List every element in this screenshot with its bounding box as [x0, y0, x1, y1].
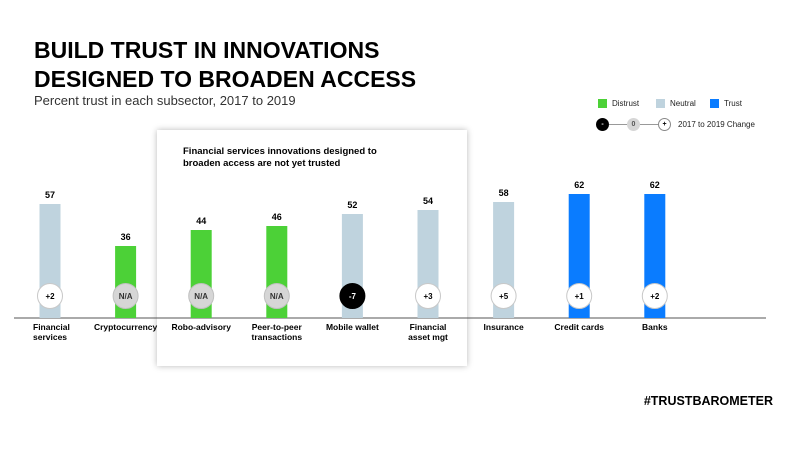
legend-change-line — [640, 124, 658, 125]
highlight-note: Financial services innovations designed … — [183, 146, 377, 169]
bar-value-label-5: 54 — [423, 196, 433, 206]
legend-trust-label: Trust — [724, 99, 742, 108]
chart-title-line-1: BUILD TRUST IN INNOVATIONS — [34, 37, 380, 63]
change-label-1: N/A — [119, 292, 133, 301]
bar-value-label-2: 44 — [196, 216, 206, 226]
change-label-4: -7 — [349, 292, 357, 301]
change-marker-6 — [490, 283, 517, 309]
category-label-5-line-1: asset mgt — [408, 332, 448, 342]
chart-title-line-2: DESIGNED TO BROADEN ACCESS — [34, 66, 417, 92]
legend-change-line — [609, 124, 627, 125]
bar-value-label-0: 57 — [45, 190, 55, 200]
legend-change-zero-marker: 0 — [627, 118, 640, 131]
legend-neutral: Neutral — [656, 99, 696, 108]
change-label-7: +1 — [575, 292, 585, 301]
category-label-3-line-0: Peer-to-peer — [252, 322, 303, 332]
bar-value-label-6: 58 — [499, 188, 509, 198]
bar-value-label-7: 62 — [574, 180, 584, 190]
change-label-2: N/A — [194, 292, 208, 301]
change-marker-2 — [188, 283, 215, 309]
legend-neutral-swatch — [656, 99, 665, 108]
change-marker-7 — [566, 283, 593, 309]
legend-trust: Trust — [710, 99, 742, 108]
change-marker-4 — [339, 283, 366, 309]
change-marker-8 — [641, 283, 668, 309]
change-label-5: +3 — [423, 292, 433, 301]
category-label-0-line-1: services — [33, 332, 67, 342]
category-label-7-line-0: Credit cards — [554, 322, 604, 332]
bar-value-label-8: 62 — [650, 180, 660, 190]
legend-change-scale: - 0 + 2017 to 2019 Change — [596, 118, 755, 131]
change-marker-0 — [37, 283, 63, 309]
change-label-3: N/A — [270, 292, 284, 301]
legend-distrust-label: Distrust — [612, 99, 640, 108]
legend-distrust-swatch — [598, 99, 607, 108]
change-label-6: +5 — [499, 292, 509, 301]
change-label-8: +2 — [650, 292, 660, 301]
change-marker-5 — [415, 283, 441, 309]
change-marker-3 — [263, 283, 290, 309]
chart-title: BUILD TRUST IN INNOVATIONS DESIGNED TO B… — [34, 36, 416, 94]
legend-change-positive-marker: + — [658, 118, 671, 131]
legend-trust-swatch — [710, 99, 719, 108]
chart-subtitle: Percent trust in each subsector, 2017 to… — [34, 93, 296, 108]
category-label-6-line-0: Insurance — [484, 322, 524, 332]
trustbarometer-hashtag: #TRUSTBAROMETER — [643, 394, 773, 408]
change-marker-1 — [112, 283, 139, 309]
bar-value-label-1: 36 — [121, 232, 131, 242]
legend-distrust: Distrust — [598, 99, 639, 108]
legend-change-label: 2017 to 2019 Change — [678, 120, 755, 129]
bar-value-label-3: 46 — [272, 212, 282, 222]
category-label-5-line-0: Financial — [410, 322, 447, 332]
category-label-8-line-0: Banks — [642, 322, 668, 332]
category-label-4-line-0: Mobile wallet — [326, 322, 379, 332]
category-label-0-line-0: Financial — [33, 322, 70, 332]
category-label-1-line-0: Cryptocurrency — [94, 322, 158, 332]
bar-value-label-4: 52 — [347, 200, 357, 210]
change-label-0: +2 — [45, 292, 55, 301]
category-label-3-line-1: transactions — [252, 332, 303, 342]
legend-neutral-label: Neutral — [670, 99, 696, 108]
category-label-2-line-0: Robo-advisory — [171, 322, 231, 332]
legend-change-negative-marker: - — [596, 118, 609, 131]
